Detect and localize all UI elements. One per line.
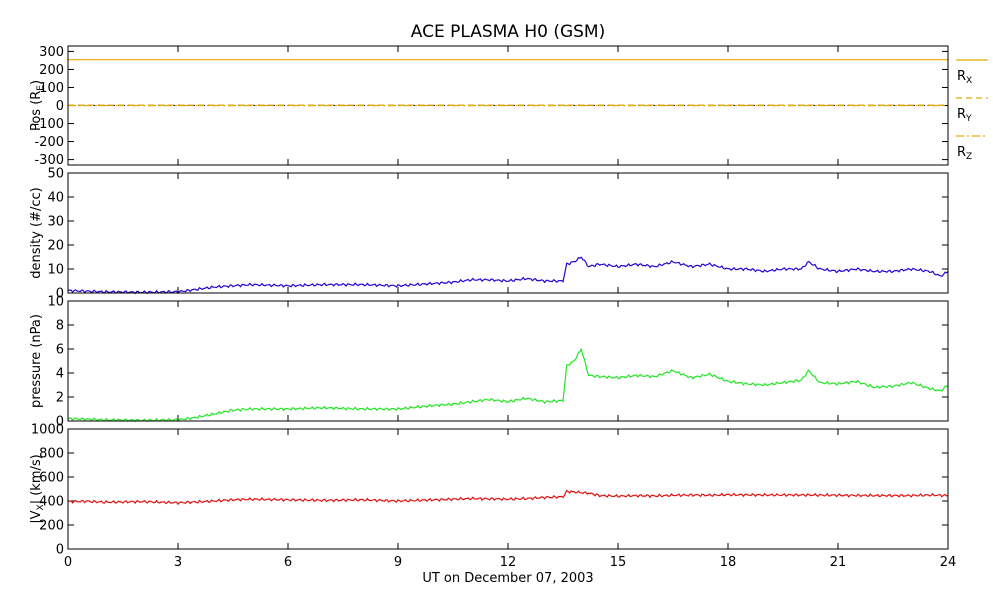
x-tick-label: 9	[394, 555, 402, 570]
pos-y-axis-label: Pos (RE)	[29, 80, 46, 131]
y-tick-label: 800	[39, 447, 64, 462]
y-tick-label: 6	[56, 343, 64, 358]
panel-frame	[67, 428, 949, 550]
panel-pos: 300 200 100 0 -100 -200 -300 Pos (RE) RX RY RZ	[29, 45, 988, 168]
density-series-line	[67, 256, 949, 295]
y-tick-label: 4	[56, 367, 64, 382]
legend-label-x: RX	[957, 69, 972, 86]
x-tick-label: 18	[720, 555, 737, 570]
y-tick-label: 40	[47, 191, 64, 206]
x-tick-label: 6	[284, 555, 292, 570]
y-tick-label: 10	[47, 295, 64, 310]
panel-pressure: 10 8 6 4 2 0 pressure (nPa)	[29, 295, 949, 430]
y-tick-label: 10	[47, 263, 64, 278]
y-tick-label: 30	[47, 215, 64, 230]
y-tick-label: 8	[56, 319, 64, 334]
panel-frame	[67, 45, 949, 166]
chart-title: ACE PLASMA H0 (GSM)	[411, 22, 605, 42]
x-axis-label: UT on December 07, 2003	[422, 571, 593, 586]
pressure-series-line	[67, 347, 949, 423]
legend-label-z: RZ	[957, 145, 972, 162]
x-tick-label: 24	[940, 555, 957, 570]
y-tick-label: 300	[39, 45, 64, 60]
x-tick-labels: 0 3 6 9 12 15 18 21 24	[64, 555, 956, 570]
y-tick-label: 20	[47, 239, 64, 254]
y-tick-label: 0	[56, 99, 64, 114]
y-tick-label: 100	[39, 81, 64, 96]
x-tick-label: 15	[610, 555, 627, 570]
y-tick-label: 0	[56, 543, 64, 558]
vx-y-axis-label: |VX| (km/s)	[29, 454, 46, 523]
density-y-axis-label: density (#/cc)	[29, 187, 44, 279]
y-tick-label: 0	[56, 287, 64, 302]
y-tick-label: -100	[34, 117, 64, 132]
panel-vx: 1000 800 600 400 200 0 |VX| (km/s)	[29, 423, 949, 558]
x-tick-label: 21	[830, 555, 847, 570]
y-tick-label: 200	[39, 519, 64, 534]
y-tick-label: 2	[56, 391, 64, 406]
y-tick-label: -200	[34, 135, 64, 150]
pressure-y-axis-label: pressure (nPa)	[29, 314, 44, 408]
x-tick-label: 3	[174, 555, 182, 570]
y-tick-label: 1000	[31, 423, 64, 438]
panel-density: 50 40 30 20 10 0 density (#/cc)	[29, 167, 949, 302]
y-tick-label: -300	[34, 153, 64, 168]
vx-series-line	[67, 489, 949, 506]
x-tick-label: 12	[500, 555, 517, 570]
panel-frame	[67, 172, 949, 294]
y-tick-label: 50	[47, 167, 64, 182]
legend-label-y: RY	[957, 107, 972, 124]
x-tick-label: 0	[64, 555, 72, 570]
y-tick-label: 200	[39, 63, 64, 78]
y-tick-label: 400	[39, 495, 64, 510]
y-tick-label: 600	[39, 471, 64, 486]
panel-frame	[67, 300, 949, 422]
y-tick-label: 0	[56, 415, 64, 430]
